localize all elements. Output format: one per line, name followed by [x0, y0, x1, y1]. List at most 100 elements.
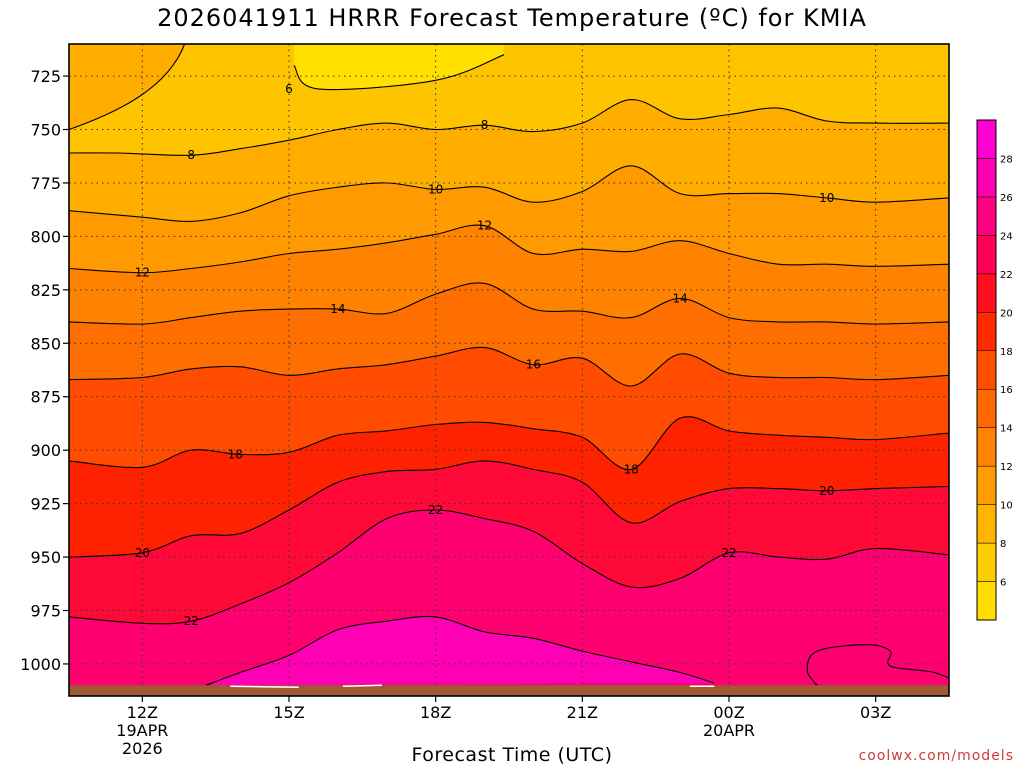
x-tick-label: 21Z: [567, 703, 598, 722]
colorbar-swatch: [976, 235, 997, 275]
contour-label-group: 14: [672, 291, 687, 305]
contour-label: 16: [526, 358, 541, 372]
plot-frame: [68, 43, 950, 697]
contour-pocket: [806, 644, 949, 686]
contour-line-14: [69, 282, 949, 325]
contour-line-corner: [69, 44, 186, 131]
x-tick-label: 00Z: [713, 703, 744, 722]
colorbar-swatch: [976, 504, 997, 544]
contour-label: 14: [672, 291, 687, 305]
contour-label: 12: [135, 266, 150, 280]
contour-label-group: 6: [285, 82, 293, 96]
colorbar-swatch: [976, 158, 997, 198]
colorbar-swatch: [976, 465, 997, 505]
y-tick-label: 900: [30, 441, 61, 460]
contour-line-8: [69, 99, 949, 156]
contour-label-group: 8: [481, 118, 489, 132]
colorbar-label: 16: [1000, 385, 1013, 396]
y-tick-label: 850: [30, 334, 61, 353]
contour-label-group: 22: [721, 546, 736, 560]
ground-band: [69, 685, 949, 696]
band-lt6: [293, 44, 505, 90]
contour-label-group: 8: [187, 148, 195, 162]
contour-label: 18: [228, 447, 243, 461]
x-tick-label: 18Z: [420, 703, 451, 722]
contour-label-group: 14: [330, 302, 345, 316]
colorbar-swatch: [976, 350, 997, 390]
chart-title: 2026041911 HRRR Forecast Temperature (ºC…: [157, 4, 867, 32]
contour-label: 6: [285, 82, 293, 96]
contour-label: 8: [481, 118, 489, 132]
x-tick-sublabel: 19APR: [116, 721, 168, 740]
contour-line-10: [69, 165, 949, 223]
colorbar-swatch: [976, 388, 997, 428]
y-tick-label: 800: [30, 227, 61, 246]
x-tick-label: 03Z: [860, 703, 891, 722]
colorbar-swatch: [976, 427, 997, 467]
colorbar-label: 8: [1000, 539, 1006, 550]
colorbar-label: 6: [1000, 578, 1006, 589]
plot-area: 6 8 8 10 10 12 12 14 14 16 18 18 20 20 22 22 22: [69, 44, 949, 696]
colorbar-label: 18: [1000, 347, 1013, 358]
contour-line-24: [205, 615, 715, 686]
y-tick-label: 925: [30, 495, 61, 514]
contour-line-16: [69, 346, 949, 387]
contour-label: 22: [184, 614, 199, 628]
colorbar-label: 28: [1000, 154, 1013, 165]
colorbar-label: 26: [1000, 193, 1013, 204]
credit-link[interactable]: coolwx.com/models: [858, 748, 1014, 764]
y-tick-label: 875: [30, 388, 61, 407]
colorbar-swatch: [976, 196, 997, 236]
x-tick-sublabel: 20APR: [703, 721, 755, 740]
y-tick-label: 775: [30, 174, 61, 193]
contour-line-20: [69, 460, 949, 558]
x-axis-title: Forecast Time (UTC): [411, 744, 613, 766]
colorbar-swatch: [976, 119, 997, 159]
band-warm-core: [205, 616, 715, 686]
contour-label-group: 20: [819, 484, 834, 498]
colorbar-label: 24: [1000, 231, 1013, 242]
colorbar-swatch: [976, 273, 997, 313]
contour-label: 12: [477, 219, 492, 233]
contour-label-group: 12: [135, 266, 150, 280]
y-tick-label: 1000: [20, 655, 61, 674]
contour-line-18: [69, 416, 949, 470]
contour-line-6: [293, 54, 505, 91]
contour-label-group: 12: [477, 219, 492, 233]
contour-label: 10: [428, 182, 443, 196]
y-tick-label: 725: [30, 67, 61, 86]
contour-label-group: 10: [819, 191, 834, 205]
contour-label-group: 22: [184, 614, 199, 628]
colorbar-frame: [976, 119, 997, 621]
colorbar-swatch: [976, 542, 997, 582]
contour-label-group: 18: [624, 462, 639, 476]
x-tick-label: 15Z: [273, 703, 304, 722]
colorbar-label: 22: [1000, 270, 1013, 281]
y-tick-label: 950: [30, 548, 61, 567]
contour-line-22: [69, 509, 949, 625]
x-tick-sublabel: 2026: [122, 739, 163, 758]
contour-label: 8: [187, 148, 195, 162]
contour-label-group: 18: [228, 447, 243, 461]
band-cool-corner: [69, 44, 185, 130]
contour-label-group: 20: [135, 546, 150, 560]
contour-label-group: 16: [526, 358, 541, 372]
contour-label: 14: [330, 302, 345, 316]
contour-label: 20: [819, 484, 834, 498]
colorbar-label: 12: [1000, 462, 1013, 473]
y-tick-label: 825: [30, 281, 61, 300]
colorbar-label: 20: [1000, 308, 1013, 319]
contour-label: 18: [624, 462, 639, 476]
y-tick-label: 750: [30, 121, 61, 140]
contour-label-group: 10: [428, 182, 443, 196]
contour-label: 22: [428, 503, 443, 517]
contour-label: 10: [819, 191, 834, 205]
contour-label: 20: [135, 546, 150, 560]
colorbar-label: 10: [1000, 501, 1013, 512]
colorbar-label: 14: [1000, 424, 1013, 435]
contour-line-12: [69, 224, 949, 274]
colorbar-swatch: [976, 581, 997, 621]
contour-label: 22: [721, 546, 736, 560]
contour-label-group: 22: [428, 503, 443, 517]
